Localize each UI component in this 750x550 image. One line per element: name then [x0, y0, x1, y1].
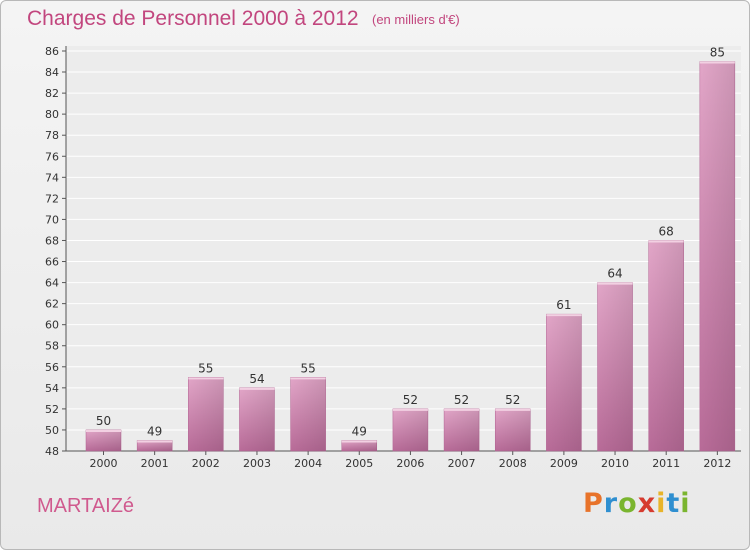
x-tick-label: 2011: [652, 457, 680, 470]
logo-letter: P: [583, 488, 604, 519]
y-tick-label: 50: [45, 424, 59, 437]
logo-letter: o: [618, 488, 638, 519]
value-label: 54: [249, 372, 264, 386]
value-label: 52: [454, 393, 469, 407]
value-label: 49: [352, 424, 367, 438]
y-tick-label: 74: [45, 171, 59, 184]
plot-area: [66, 46, 741, 452]
value-label: 49: [147, 424, 162, 438]
y-tick-label: 86: [45, 45, 59, 58]
value-label: 68: [659, 224, 674, 238]
x-tick-label: 2002: [192, 457, 220, 470]
y-tick-label: 84: [45, 66, 59, 79]
value-label: 55: [300, 361, 315, 375]
y-tick-label: 76: [45, 150, 59, 163]
x-tick-label: 2009: [550, 457, 578, 470]
y-tick-label: 82: [45, 87, 59, 100]
place-name: MARTAIZé: [37, 495, 135, 517]
value-label: 61: [556, 298, 571, 312]
logo-letter: t: [666, 488, 681, 519]
bar-shade-2012: [699, 61, 735, 452]
y-tick-label: 62: [45, 298, 59, 311]
bar-shade-2011: [648, 240, 684, 451]
bar-shade-2005: [341, 440, 377, 451]
y-tick-label: 64: [45, 277, 59, 290]
x-tick-label: 2008: [499, 457, 527, 470]
bar-shade-2009: [546, 314, 582, 451]
value-label: 52: [403, 393, 418, 407]
chart-subtitle: (en milliers d'€): [372, 12, 460, 27]
bar-shade-2008: [495, 408, 531, 451]
y-tick-label: 54: [45, 382, 59, 395]
x-tick-label: 2007: [448, 457, 476, 470]
value-label: 50: [96, 414, 111, 428]
bar-shade-2002: [188, 377, 224, 451]
y-tick-label: 60: [45, 319, 59, 332]
labels: 50 2000 49 2001 55 2002 54 2003 55 2004 49 2005 52 20…: [90, 46, 732, 470]
bar-shade-2010: [597, 282, 633, 451]
y-tick-label: 70: [45, 213, 59, 226]
x-tick-label: 2000: [90, 457, 118, 470]
logo-letter: i: [680, 488, 691, 519]
axes: 48 50 52 54 56 58 60 62 64 66 68 70 72 74 76 78 80 82 84 86: [45, 45, 741, 458]
y-tick-label: 52: [45, 403, 59, 416]
bar-shade-2001: [137, 440, 173, 451]
x-tick-label: 2006: [396, 457, 424, 470]
value-label: 64: [607, 267, 622, 281]
bar-shade-2000: [86, 429, 121, 451]
x-tick-label: 2005: [345, 457, 373, 470]
logo-letter: x: [637, 488, 657, 519]
bar-shade-2006: [392, 408, 428, 451]
value-label: 85: [710, 46, 725, 60]
bar-shade-2003: [239, 387, 275, 451]
x-tick-label: 2010: [601, 457, 629, 470]
logo-letter: r: [603, 488, 619, 519]
value-label: 55: [198, 361, 213, 375]
x-tick-label: 2004: [294, 457, 322, 470]
y-tick-label: 68: [45, 234, 59, 247]
logo-letter: i: [656, 488, 667, 519]
bar-shade-2007: [444, 408, 480, 451]
y-tick-label: 72: [45, 192, 59, 205]
bars: [85, 61, 736, 452]
y-tick-label: 78: [45, 129, 59, 142]
y-tick-label: 56: [45, 361, 59, 374]
y-tick-label: 66: [45, 256, 59, 269]
y-tick-label: 58: [45, 340, 59, 353]
y-tick-label: 80: [45, 108, 59, 121]
bar-shade-2004: [290, 377, 326, 451]
proxiti-logo: Proxiti: [583, 488, 691, 519]
x-tick-label: 2001: [141, 457, 169, 470]
x-tick-label: 2003: [243, 457, 271, 470]
y-tick-label: 48: [45, 445, 59, 458]
value-label: 52: [505, 393, 520, 407]
x-tick-label: 2012: [703, 457, 731, 470]
chart-title: Charges de Personnel 2000 à 2012: [27, 7, 359, 30]
